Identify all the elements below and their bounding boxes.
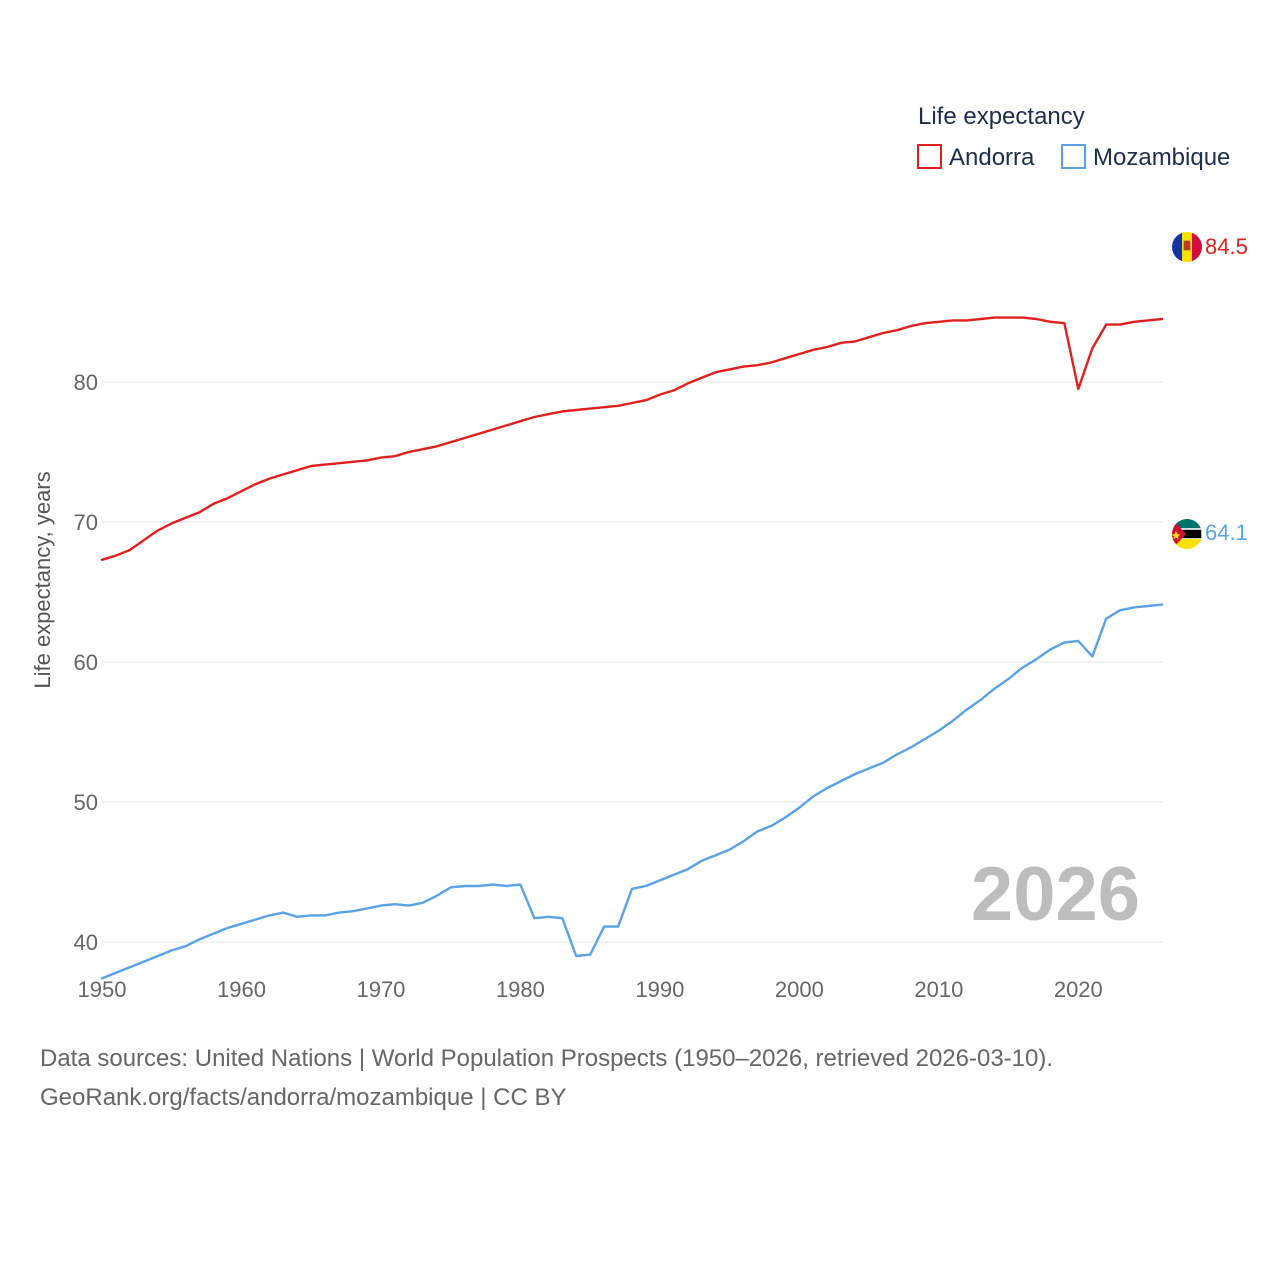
grid-lines xyxy=(102,381,1162,943)
series-line-mozambique[interactable] xyxy=(100,603,1164,980)
y-tick-label: 70 xyxy=(74,510,98,535)
data-sources-note: Data sources: United Nations | World Pop… xyxy=(40,1045,1054,1072)
legend[interactable]: Life expectancy Andorra Mozambique xyxy=(917,103,1230,171)
year-watermark: 2026 xyxy=(971,852,1140,937)
y-tick-label: 60 xyxy=(74,650,98,675)
y-tick-label: 50 xyxy=(74,790,98,815)
mozambique-end-value: 64.1 xyxy=(1205,520,1248,545)
x-tick-label: 1950 xyxy=(78,977,127,1002)
x-tick-label: 1990 xyxy=(635,977,684,1002)
x-axis: 1950 1960 1970 1980 1990 2000 2010 2020 xyxy=(78,977,1103,1002)
y-axis: 40 50 60 70 80 xyxy=(74,370,98,955)
x-tick-label: 2000 xyxy=(775,977,824,1002)
legend-label-mozambique: Mozambique xyxy=(1093,144,1230,171)
x-tick-label: 1960 xyxy=(217,977,266,1002)
credit-link[interactable]: GeoRank.org/facts/andorra/mozambique | C… xyxy=(40,1084,567,1111)
legend-title: Life expectancy xyxy=(918,103,1085,130)
legend-swatch-mozambique xyxy=(1061,144,1086,169)
legend-item-mozambique[interactable]: Mozambique xyxy=(1061,144,1230,171)
legend-label-andorra: Andorra xyxy=(949,144,1035,171)
x-tick-label: 2020 xyxy=(1054,977,1103,1002)
mozambique-flag xyxy=(1172,519,1202,549)
x-tick-label: 2010 xyxy=(914,977,963,1002)
y-axis-label: Life expectancy, years xyxy=(30,471,55,688)
legend-swatch-andorra xyxy=(917,144,942,169)
andorra-end-value: 84.5 xyxy=(1205,234,1248,259)
y-tick-label: 80 xyxy=(74,370,98,395)
series-lines xyxy=(100,316,1164,980)
y-tick-label: 40 xyxy=(74,930,98,955)
x-tick-label: 1970 xyxy=(356,977,405,1002)
series-line-andorra[interactable] xyxy=(100,316,1164,561)
andorra-flag xyxy=(1172,232,1202,262)
x-tick-label: 1980 xyxy=(496,977,545,1002)
legend-item-andorra[interactable]: Andorra xyxy=(917,144,1035,171)
